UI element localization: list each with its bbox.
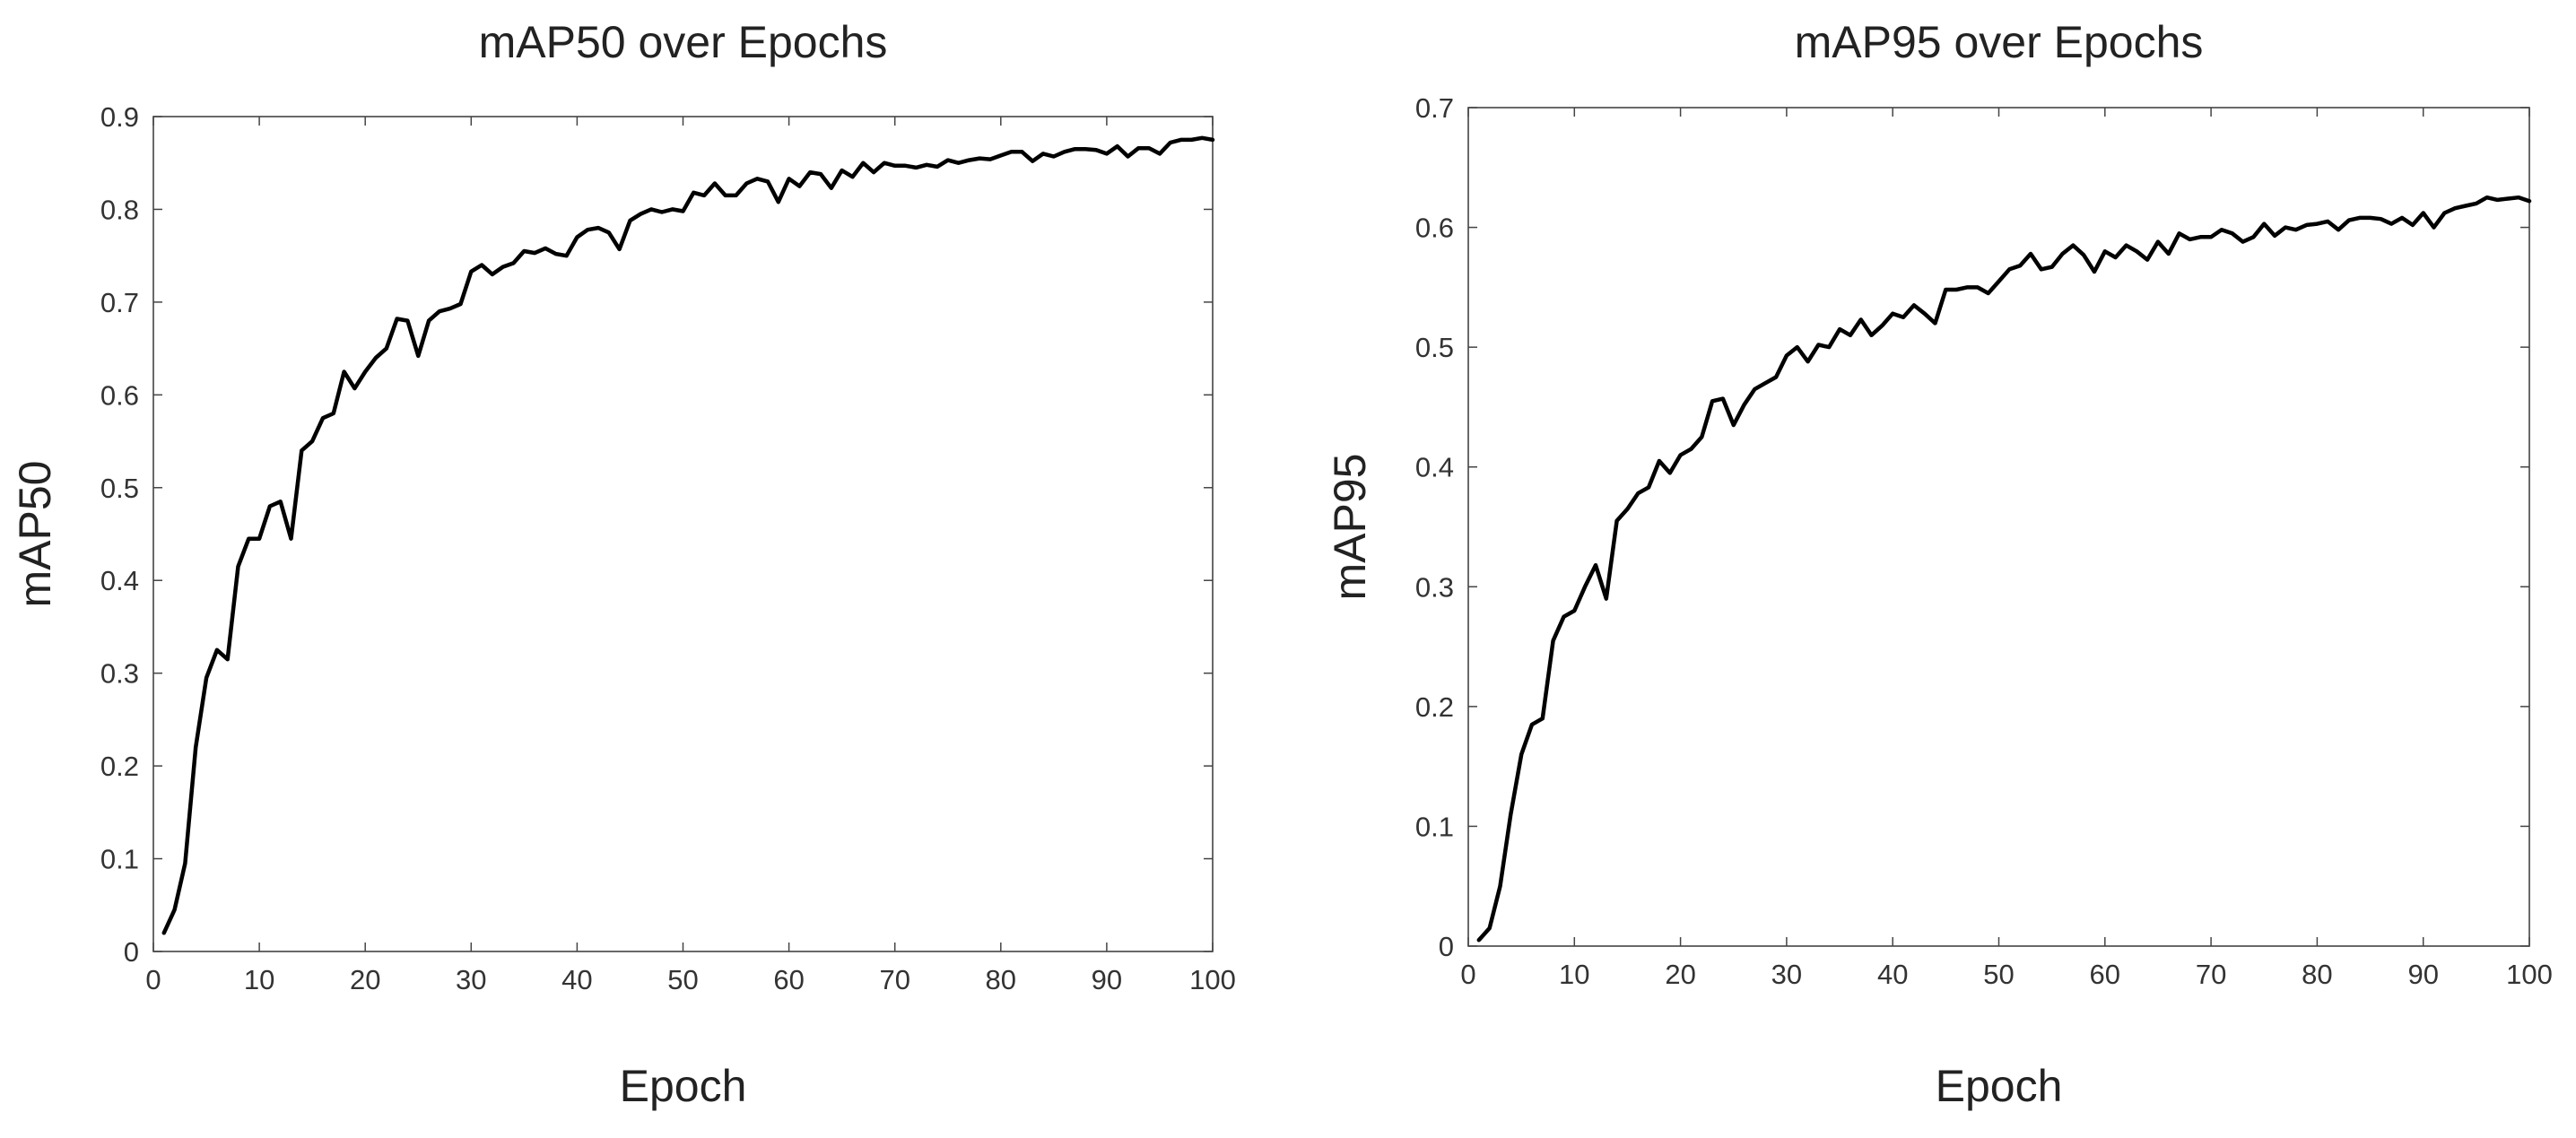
y-tick-label: 0.7 <box>100 287 139 318</box>
x-tick-label: 60 <box>773 964 804 995</box>
x-tick-label: 20 <box>350 964 380 995</box>
chart-map50-title: mAP50 over Epochs <box>479 17 888 67</box>
x-tick-label: 90 <box>1092 964 1122 995</box>
y-tick-label: 0.6 <box>100 379 139 411</box>
y-tick-label: 0.8 <box>100 194 139 225</box>
x-tick-label: 50 <box>1983 959 2014 990</box>
y-tick-label: 0 <box>1439 931 1454 962</box>
x-tick-label: 10 <box>1559 959 1589 990</box>
x-tick-label: 40 <box>561 964 592 995</box>
y-tick-label: 0.1 <box>100 844 139 875</box>
y-tick-label: 0 <box>124 936 139 968</box>
y-tick-label: 0.4 <box>100 565 139 596</box>
x-tick-label: 90 <box>2407 959 2438 990</box>
chart-map50-series-line-0 <box>161 135 1215 935</box>
chart-map50-x-ticks: 0 10 20 30 40 50 60 70 80 90 100 <box>145 117 1236 995</box>
x-tick-label: 80 <box>2302 959 2332 990</box>
chart-map95: mAP95 over Epochs Epoch mAP95 0 10 20 30 40 5… <box>1325 17 2553 1111</box>
x-tick-label: 70 <box>2196 959 2226 990</box>
y-tick-label: 0.2 <box>100 751 139 782</box>
chart-map95-series-line-0 <box>1476 195 2532 943</box>
x-tick-label: 20 <box>1665 959 1695 990</box>
chart-map95-y-axis-label: mAP95 <box>1325 454 1375 601</box>
chart-map50-series <box>161 135 1215 935</box>
y-tick-label: 0.9 <box>100 101 139 133</box>
chart-map95-x-ticks: 0 10 20 30 40 50 60 70 80 90 100 <box>1460 108 2553 990</box>
y-tick-label: 0.5 <box>100 473 139 504</box>
x-tick-label: 30 <box>1771 959 1802 990</box>
y-tick-label: 0.3 <box>100 658 139 690</box>
x-tick-label: 30 <box>456 964 486 995</box>
y-tick-label: 0.2 <box>1415 691 1454 723</box>
x-tick-label: 10 <box>244 964 274 995</box>
x-tick-label: 100 <box>1189 964 1236 995</box>
chart-map95-series <box>1476 195 2532 943</box>
y-tick-label: 0.1 <box>1415 811 1454 842</box>
x-tick-label: 50 <box>667 964 698 995</box>
chart-map50-y-ticks: 0 0.1 0.2 0.3 0.4 0.5 0.6 0.7 0.8 0.9 <box>100 101 1213 968</box>
x-tick-label: 60 <box>2090 959 2120 990</box>
chart-map95-title: mAP95 over Epochs <box>1795 17 2204 67</box>
chart-map50-y-axis-label: mAP50 <box>10 461 60 608</box>
x-tick-label: 80 <box>986 964 1016 995</box>
y-tick-label: 0.6 <box>1415 213 1454 244</box>
chart-map50-x-axis-label: Epoch <box>620 1061 747 1111</box>
chart-map95-y-ticks: 0 0.1 0.2 0.3 0.4 0.5 0.6 0.7 <box>1415 92 2529 962</box>
chart-map95-x-axis-label: Epoch <box>1936 1061 2063 1111</box>
y-tick-label: 0.4 <box>1415 452 1454 483</box>
x-tick-label: 100 <box>2506 959 2553 990</box>
chart-map50: mAP50 over Epochs Epoch mAP50 0 10 20 30 40 5… <box>10 17 1236 1111</box>
y-tick-label: 0.5 <box>1415 332 1454 363</box>
x-tick-label: 70 <box>879 964 909 995</box>
x-tick-label: 40 <box>1877 959 1908 990</box>
x-tick-label: 0 <box>145 964 161 995</box>
y-tick-label: 0.3 <box>1415 571 1454 603</box>
y-tick-label: 0.7 <box>1415 92 1454 124</box>
x-tick-label: 0 <box>1460 959 1475 990</box>
